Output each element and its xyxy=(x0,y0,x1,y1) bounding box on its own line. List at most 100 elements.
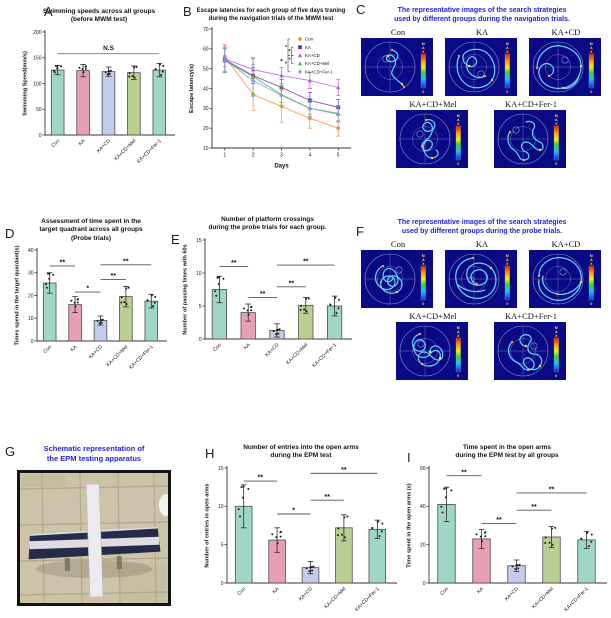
svg-text:50: 50 xyxy=(203,66,209,72)
svg-text:Escape latency(s): Escape latency(s) xyxy=(189,64,195,113)
svg-text:**: ** xyxy=(303,259,309,266)
chart-b-title-line: during the navigation trials of the MWM … xyxy=(208,15,334,22)
svg-text:100: 100 xyxy=(33,81,42,87)
svg-text:KA+CD+Mel: KA+CD+Mel xyxy=(113,138,137,162)
svg-text:KA+CD+Fer-1: KA+CD+Fer-1 xyxy=(354,586,381,613)
svg-text:M: M xyxy=(555,326,558,330)
panel-letter-i: I xyxy=(407,450,411,465)
svg-text:5: 5 xyxy=(337,152,340,158)
svg-text:**: ** xyxy=(123,259,129,266)
svg-text:N.S: N.S xyxy=(103,45,115,52)
svg-text:KA+CD+Fer-1: KA+CD+Fer-1 xyxy=(305,69,333,74)
svg-text:0: 0 xyxy=(221,581,224,587)
panel-letter-e: E xyxy=(171,232,180,247)
svg-text:M: M xyxy=(590,42,593,46)
svg-text:**: ** xyxy=(60,260,66,267)
epm-photo-graphic xyxy=(19,472,173,603)
svg-text:**: ** xyxy=(289,280,295,287)
svg-text:**: ** xyxy=(231,260,237,267)
svg-text:40: 40 xyxy=(203,86,209,92)
svg-text:Times spend in the target quar: Times spend in the target quardant(s) xyxy=(15,246,21,346)
svg-text:0: 0 xyxy=(590,90,592,94)
svg-text:60: 60 xyxy=(203,46,209,52)
svg-text:*: * xyxy=(285,61,287,67)
svg-text:0: 0 xyxy=(422,90,424,94)
svg-text:Con: Con xyxy=(439,586,450,597)
svg-text:**: ** xyxy=(549,486,555,493)
svg-text:KA+CD+Fer-1: KA+CD+Fer-1 xyxy=(311,342,338,369)
svg-text:X: X xyxy=(555,334,558,338)
svg-text:0: 0 xyxy=(31,339,34,345)
svg-text:0: 0 xyxy=(590,302,592,306)
svg-text:KA+CD+Mel: KA+CD+Mel xyxy=(105,344,129,368)
svg-text:40: 40 xyxy=(420,504,426,510)
panel-c-navigation-tracks: The representative images of the search … xyxy=(356,6,608,169)
svg-text:**: ** xyxy=(260,291,266,298)
svg-text:0: 0 xyxy=(39,133,42,139)
svg-text:KA+CD+Fer-1: KA+CD+Fer-1 xyxy=(563,586,590,613)
svg-text:KA+CD: KA+CD xyxy=(264,342,280,358)
svg-text:Number of passing times with 6: Number of passing times with 60s xyxy=(183,244,189,334)
svg-text:0: 0 xyxy=(422,302,424,306)
chart-a-title: Swimming speeds across all groups (befor… xyxy=(20,8,178,25)
svg-text:M: M xyxy=(506,254,509,258)
panel-b-escape-latency-chart: Escape latencies for each group of five … xyxy=(186,8,356,170)
track-label: KA+CD xyxy=(551,239,581,250)
panel-c-title: The representative images of the search … xyxy=(356,6,608,24)
chart-i-title-line: Time spent in the open arms xyxy=(462,444,551,451)
svg-text:M: M xyxy=(422,42,425,46)
panel-i-open-arm-time-chart: Time spent in the open arms during the E… xyxy=(404,444,610,613)
svg-text:**: ** xyxy=(496,517,502,524)
svg-text:*: * xyxy=(285,45,287,51)
panel-c-title-line: The representative images of the search … xyxy=(397,7,567,14)
svg-text:Swimming Speed(mm/s): Swimming Speed(mm/s) xyxy=(23,51,29,116)
panel-f-title-line: used by different groups during the prob… xyxy=(401,228,563,236)
panel-letter-c: C xyxy=(356,2,366,17)
svg-text:X: X xyxy=(555,122,558,126)
panel-g-epm-apparatus: Schematic representation of the EPM test… xyxy=(8,444,180,606)
svg-text:A: A xyxy=(590,258,593,262)
svg-text:M: M xyxy=(422,254,425,258)
svg-text:**: ** xyxy=(531,504,537,511)
svg-text:KA: KA xyxy=(476,586,485,595)
svg-text:M: M xyxy=(590,254,593,258)
panel-f-title-line: The representative images of the search … xyxy=(397,219,567,226)
panel-d-target-quadrant-chart: Assessment of time spent in the target q… xyxy=(12,218,170,371)
svg-text:40: 40 xyxy=(28,248,34,254)
svg-text:*: * xyxy=(289,57,291,63)
panel-h-open-arm-entries-chart: Number of entries into the open arms dur… xyxy=(202,444,400,613)
svg-text:200: 200 xyxy=(33,30,42,36)
svg-text:A: A xyxy=(506,258,509,262)
svg-text:30: 30 xyxy=(203,106,209,112)
svg-text:5: 5 xyxy=(221,542,224,548)
svg-text:2: 2 xyxy=(252,152,255,158)
svg-text:X: X xyxy=(506,262,509,266)
svg-text:X: X xyxy=(457,122,460,126)
chart-a-title-line: (before MWM test) xyxy=(70,16,128,24)
svg-text:0: 0 xyxy=(457,162,459,166)
svg-text:*: * xyxy=(86,286,89,293)
track-label: KA xyxy=(475,239,489,250)
svg-text:0: 0 xyxy=(506,90,508,94)
panel-f-probe-tracks: The representative images of the search … xyxy=(356,218,608,381)
panel-f-title: The representative images of the search … xyxy=(356,218,608,236)
svg-text:A: A xyxy=(555,118,558,122)
svg-text:A: A xyxy=(422,46,425,50)
svg-text:KA+CD+Mel: KA+CD+Mel xyxy=(323,586,347,610)
svg-text:X: X xyxy=(590,262,593,266)
chart-a-title-line: Swimming speeds across all groups xyxy=(42,8,156,15)
svg-text:KA+CD+Mel: KA+CD+Mel xyxy=(531,586,555,610)
